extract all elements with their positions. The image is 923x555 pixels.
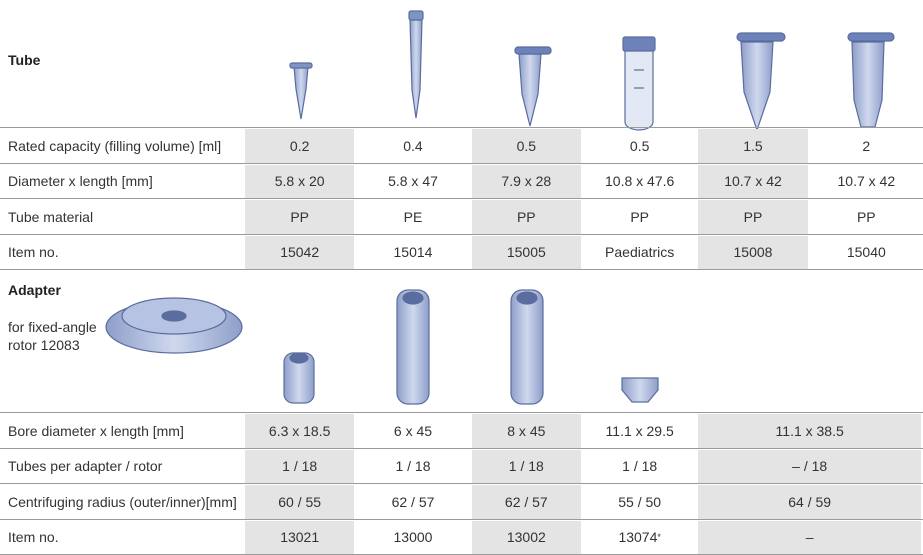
cell: PP [856,208,876,225]
cell: 2 [862,137,871,154]
cell: 15040 [846,244,886,261]
cell: Paediatrics [605,244,675,261]
cell: 1 / 18 [395,458,431,475]
row-rule [0,233,923,235]
row-label: Rated capacity (filling volume) [ml] [8,137,222,154]
cell: – / 18 [698,449,921,483]
row-label: Item no. [8,529,59,546]
row-rule [0,483,923,484]
cell: 15005 [471,235,581,269]
section-heading: Tube [8,52,41,68]
row-rule [0,412,923,413]
cell: 15014 [393,244,433,261]
section-heading: Adapter [8,282,61,298]
cell: PP [630,208,649,225]
cell: 13002 [471,520,581,554]
cell: 13021 [245,520,355,554]
row-label: Tube material [8,208,94,225]
adapter-images [105,289,659,405]
cell: 15042 [245,235,355,269]
cell: 1 / 18 [245,449,355,483]
row-rule [0,162,923,164]
rotor-label: for fixed-angle rotor 12083 [8,319,97,353]
cell: 10.8 x 47.6 [605,173,675,190]
cell: PP [698,200,808,234]
row-rule [0,447,923,449]
cell: 62 / 57 [471,485,581,519]
cell: 11.1 x 29.5 [605,422,674,439]
row-rule [0,127,923,128]
row-rule [0,269,923,270]
cell: 1 / 18 [471,449,581,483]
cell: 0.5 [471,129,581,163]
cell: 8 x 45 [471,414,581,448]
footnote-mark: * [657,532,661,543]
cell: 13000 [393,529,433,546]
row-label: Centrifuging radius (outer/inner)[mm] [8,493,237,510]
cell: 10.7 x 42 [698,164,808,198]
row-rule [0,518,923,520]
row-label: Bore diameter x length [mm] [8,422,184,439]
cell: 0.2 [245,129,355,163]
cell: 1.5 [698,129,808,163]
cell: – [698,520,921,554]
tube-images [289,10,895,132]
cell: PP [245,200,355,234]
cell: 6.3 x 18.5 [245,414,355,448]
row-label: Tubes per adapter / rotor [8,458,163,475]
row-rule [0,198,923,199]
cell: 7.9 x 28 [471,164,581,198]
cell: 6 x 45 [393,422,433,439]
cell: 5.8 x 20 [245,164,355,198]
cell: 5.8 x 47 [388,173,438,190]
row-label: Diameter x length [mm] [8,173,153,190]
cell: 64 / 59 [698,485,921,519]
cell: PP [471,200,581,234]
cell: 13074 * [585,521,694,555]
cell: 15008 [698,235,808,269]
cell: 62 / 57 [391,493,435,510]
cell: 0.4 [403,137,423,154]
cell: PE [403,208,423,225]
cell: 55 / 50 [618,493,662,510]
cell: 1 / 18 [622,458,658,475]
cell-text: 13074 [618,529,658,546]
cell: 10.7 x 42 [837,173,896,190]
row-label: Item no. [8,244,59,261]
cell: 60 / 55 [245,485,355,519]
cell: 11.1 x 38.5 [698,414,921,448]
cell: 0.5 [629,137,650,154]
